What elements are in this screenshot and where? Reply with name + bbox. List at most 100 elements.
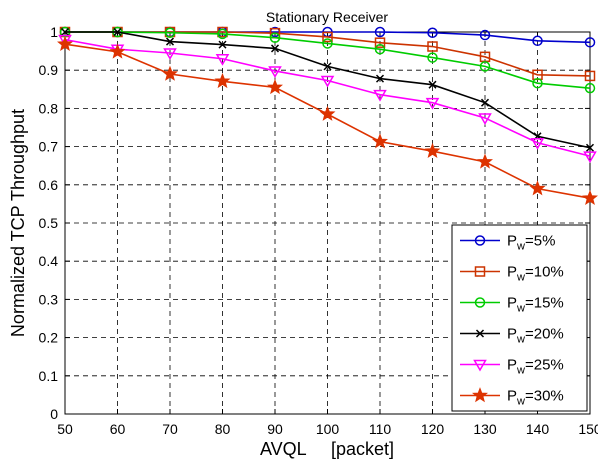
- legend-box: [451, 224, 588, 412]
- data-point: [374, 26, 386, 38]
- data-point: [425, 97, 440, 110]
- data-point: [217, 28, 228, 40]
- data-point: [532, 77, 543, 89]
- data-point: [269, 32, 281, 43]
- legend-entry: Pw=25%: [460, 357, 564, 377]
- legend-marker: [474, 235, 486, 246]
- data-point: [374, 43, 386, 55]
- legend-label: Pw=20%: [507, 326, 564, 346]
- legend-entry: Pw=15%: [460, 295, 564, 315]
- legend-label: Pw=25%: [507, 357, 564, 377]
- data-point: [585, 143, 595, 152]
- legend-label: Pw=10%: [507, 264, 564, 284]
- legend-label: Pw=5%: [507, 233, 555, 253]
- grid: [65, 32, 590, 414]
- chart-title: Stationary Receiver: [266, 9, 389, 25]
- data-point: [532, 35, 543, 47]
- data-point: [374, 37, 386, 48]
- legend-marker: [474, 266, 486, 277]
- y-tick-label: 0.8: [39, 100, 59, 116]
- data-point: [109, 43, 126, 59]
- data-point: [218, 40, 227, 49]
- legend-entry: Pw=20%: [460, 326, 564, 346]
- y-axis-label: Normalized TCP Throughput: [8, 109, 28, 337]
- x-tick-label: 140: [526, 421, 550, 437]
- y-tick-label: 0.1: [39, 368, 59, 384]
- data-point: [478, 113, 492, 125]
- data-point: [424, 142, 441, 158]
- legend-marker: [474, 297, 486, 308]
- y-tick-label: 0.5: [39, 215, 59, 231]
- data-point: [60, 27, 70, 37]
- x-tick-label: 50: [57, 421, 73, 437]
- data-point: [584, 82, 596, 94]
- data-point: [322, 38, 333, 49]
- data-point: [57, 35, 73, 52]
- data-point: [373, 89, 387, 102]
- data-point: [323, 62, 332, 71]
- ticks: 50 60 70 80 90 100 110 120 130 140 150 0 0.1 0.2 0.3 0.…: [39, 24, 598, 437]
- data-point: [165, 37, 175, 46]
- series-6: [57, 35, 598, 205]
- data-point: [529, 180, 546, 196]
- data-point: [320, 75, 335, 88]
- x-tick-label: 60: [110, 421, 126, 437]
- data-point: [162, 65, 178, 81]
- y-tick-label: 0.4: [39, 253, 59, 269]
- data-point: [427, 41, 438, 52]
- series-line: [64, 38, 591, 157]
- series-layer: [57, 26, 598, 205]
- data-point: [480, 98, 490, 107]
- x-tick-label: 130: [473, 421, 497, 437]
- x-axis-label: AVQL [packet]: [260, 439, 394, 459]
- legend-entry: Pw=10%: [460, 264, 564, 284]
- series-3: [59, 26, 596, 94]
- x-tick-label: 120: [421, 421, 445, 437]
- data-point: [58, 34, 72, 47]
- legend-entry: Pw=30%: [460, 387, 564, 408]
- data-point: [319, 105, 336, 121]
- data-point: [428, 80, 437, 89]
- data-point: [479, 61, 491, 72]
- x-tick-label: 80: [215, 421, 231, 437]
- y-tick-label: 0: [50, 406, 58, 422]
- data-point: [322, 31, 333, 43]
- y-tick-label: 0.7: [39, 139, 59, 155]
- data-point: [375, 74, 385, 83]
- data-point: [214, 72, 231, 89]
- data-point: [479, 29, 491, 41]
- y-tick-label: 0.3: [39, 291, 59, 307]
- legend: Pw=5% Pw=10% Pw=15% Pw=20% Pw=25% Pw=30%: [451, 224, 588, 412]
- legend-entry: Pw=5%: [460, 233, 555, 253]
- y-tick-label: 0.9: [39, 62, 59, 78]
- data-point: [584, 70, 596, 82]
- y-tick-label: 0.2: [39, 330, 59, 346]
- data-point: [113, 27, 122, 37]
- data-point: [163, 48, 177, 61]
- legend-marker: [475, 329, 485, 338]
- x-tick-label: 110: [369, 421, 392, 437]
- legend-marker: [473, 359, 487, 372]
- data-point: [164, 27, 176, 39]
- data-point: [477, 153, 493, 169]
- data-point: [530, 138, 545, 150]
- data-point: [427, 52, 438, 63]
- x-tick-label: 70: [162, 421, 178, 437]
- data-point: [270, 44, 280, 53]
- data-point: [584, 37, 596, 48]
- data-point: [215, 53, 230, 66]
- data-point: [582, 189, 598, 205]
- x-tick-label: 150: [578, 421, 598, 437]
- data-point: [427, 27, 438, 39]
- data-point: [268, 66, 282, 78]
- legend-label: Pw=30%: [507, 388, 564, 408]
- data-point: [267, 78, 283, 95]
- series-5: [58, 34, 597, 164]
- x-tick-label: 100: [316, 421, 340, 437]
- legend-marker: [472, 387, 488, 403]
- data-point: [583, 151, 597, 164]
- data-point: [372, 133, 388, 149]
- series-line: [65, 31, 591, 89]
- y-tick-label: 1: [50, 24, 58, 40]
